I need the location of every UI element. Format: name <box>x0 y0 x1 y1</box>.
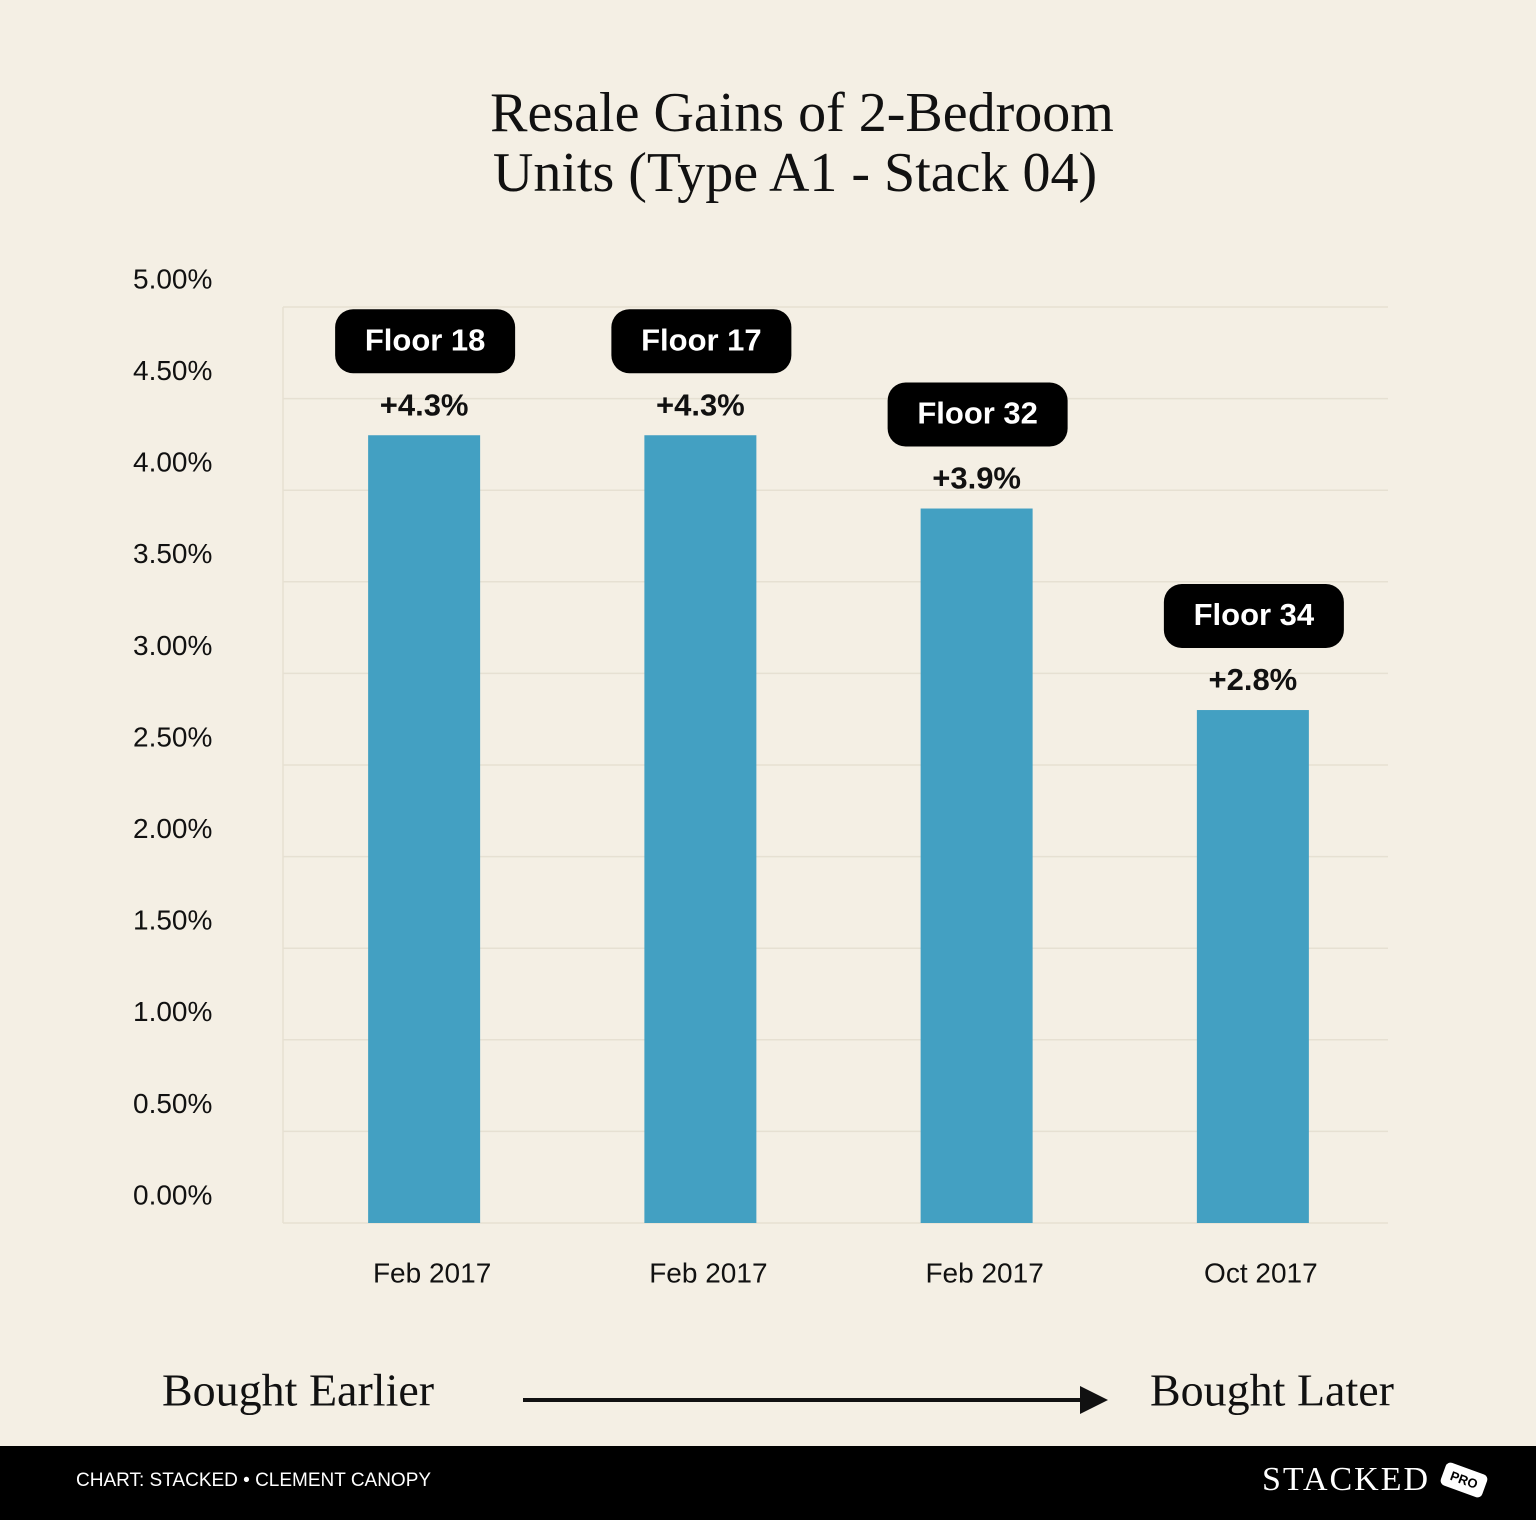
value-label: +4.3% <box>656 387 745 422</box>
floor-tag-box <box>1163 584 1344 649</box>
chart-title: Units (Type A1 - Stack 04) <box>493 142 1097 204</box>
direction-label: Bought Earlier <box>162 1365 434 1416</box>
bar <box>920 508 1033 1223</box>
x-tick-label: Feb 2017 <box>925 1257 1043 1288</box>
chart-title: Resale Gains of 2-Bedroom <box>490 82 1114 144</box>
floor-tag: Floor 32 <box>917 396 1038 431</box>
value-label: +4.3% <box>380 387 469 422</box>
y-tick-label: 4.50% <box>133 355 212 386</box>
logo-badge: PRO <box>1440 1462 1488 1498</box>
y-tick-label: 4.00% <box>133 447 212 478</box>
y-tick-label: 2.50% <box>133 721 212 752</box>
y-tick-label: 1.00% <box>133 996 212 1027</box>
value-label: +3.9% <box>932 461 1021 496</box>
bar <box>1196 710 1309 1223</box>
x-tick-label: Feb 2017 <box>649 1257 767 1288</box>
floor-tag: Floor 18 <box>365 322 486 357</box>
y-tick-label: 1.50% <box>133 905 212 936</box>
bar <box>644 435 757 1223</box>
y-tick-label: 5.00% <box>133 263 212 294</box>
floor-tag-box <box>335 309 516 374</box>
y-tick-label: 0.00% <box>133 1179 212 1210</box>
footer-credit: CHART: STACKED • CLEMENT CANOPY <box>76 1470 431 1491</box>
arrow-head <box>1080 1386 1108 1414</box>
y-tick-label: 0.50% <box>133 1088 212 1119</box>
badge-box <box>1440 1462 1488 1498</box>
direction-label: Bought Later <box>1150 1365 1394 1416</box>
logo: STACKED <box>1262 1461 1430 1498</box>
y-tick-label: 3.00% <box>133 630 212 661</box>
y-tick-label: 2.00% <box>133 813 212 844</box>
x-tick-label: Feb 2017 <box>373 1257 491 1288</box>
x-tick-label: Oct 2017 <box>1204 1257 1318 1288</box>
floor-tag-box <box>887 382 1068 447</box>
value-label: +2.8% <box>1208 662 1297 697</box>
bar <box>368 435 481 1223</box>
footer-bar <box>0 1446 1536 1520</box>
floor-tag: Floor 17 <box>641 322 762 357</box>
floor-tag-box <box>611 309 792 374</box>
y-tick-label: 3.50% <box>133 538 212 569</box>
floor-tag: Floor 34 <box>1194 597 1315 632</box>
